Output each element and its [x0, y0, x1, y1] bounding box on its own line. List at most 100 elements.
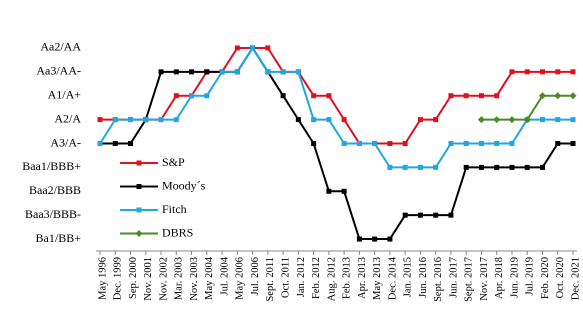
marker [326, 117, 332, 123]
marker [189, 69, 195, 75]
x-tick-label: Feb. 2012 [311, 257, 322, 299]
marker [280, 93, 286, 99]
legend-label: S&P [162, 155, 185, 169]
marker [524, 164, 530, 170]
x-tick-label: Dec. 2021 [570, 257, 581, 300]
x-tick-label: May 2004 [204, 256, 215, 300]
marker [234, 69, 240, 75]
marker [555, 141, 561, 146]
marker [356, 141, 362, 146]
x-tick-label: Mar. 2003 [174, 257, 185, 300]
marker [417, 117, 423, 123]
marker [112, 117, 118, 123]
x-tick-label: Jun. 2017 [448, 257, 459, 298]
marker [433, 164, 439, 170]
marker [478, 141, 484, 146]
marker [128, 141, 134, 146]
marker [128, 117, 134, 123]
x-tick-label: Sept. 2016 [433, 257, 444, 302]
y-tick-label: Aa2/AA [40, 40, 81, 54]
marker [311, 117, 317, 123]
marker [539, 117, 545, 123]
y-tick-label: Aa3/AA- [36, 64, 81, 78]
marker [433, 212, 439, 218]
marker [523, 116, 531, 124]
marker [219, 69, 225, 75]
x-tick-label: Nov. 2017 [479, 257, 490, 301]
y-tick-label: Ba1/BB+ [36, 231, 82, 245]
legend-marker [135, 230, 143, 237]
marker [173, 117, 179, 123]
legend-marker [136, 184, 142, 189]
marker [295, 117, 301, 123]
marker [463, 93, 469, 99]
marker [569, 92, 577, 100]
y-tick-label: A2/A [54, 111, 81, 125]
x-tick-label: May 2006 [235, 257, 246, 300]
marker [494, 93, 500, 99]
x-tick-label: Feb. 2013 [342, 257, 353, 299]
x-tick-label: Sept. 2017 [464, 257, 475, 302]
x-tick-label: Nov. 2002 [158, 257, 169, 301]
marker [509, 141, 515, 146]
marker [509, 164, 515, 170]
marker [97, 117, 103, 123]
marker [417, 164, 423, 170]
marker [570, 69, 576, 75]
marker [539, 164, 545, 170]
legend-marker [136, 207, 142, 213]
x-tick-label: Jul. 2019 [525, 257, 536, 296]
marker [356, 236, 362, 242]
marker [204, 69, 210, 75]
marker [417, 212, 423, 218]
marker [539, 69, 545, 75]
marker [387, 164, 393, 170]
x-tick-label: Jan. 2015 [403, 257, 414, 297]
marker [448, 141, 454, 146]
legend-label: Fitch [162, 202, 187, 216]
marker [280, 69, 286, 75]
y-tick-label: A3/A- [50, 135, 81, 149]
marker [433, 117, 439, 123]
marker [173, 69, 179, 75]
series-line [100, 46, 573, 145]
marker [555, 69, 561, 75]
x-tick-label: Dec. 2014 [387, 256, 398, 300]
marker [524, 69, 530, 75]
marker [326, 93, 332, 99]
marker [341, 117, 347, 123]
x-tick-label: Apr. 2013 [357, 257, 368, 299]
marker [570, 141, 576, 146]
legend-marker [136, 160, 142, 166]
marker [112, 141, 118, 146]
x-tick-label: Oct. 2011 [281, 257, 292, 298]
marker [478, 164, 484, 170]
marker [341, 141, 347, 146]
y-tick-label: Baa1/BBB+ [22, 159, 81, 173]
marker [494, 164, 500, 170]
x-tick-label: Jan. 2012 [296, 257, 307, 297]
x-tick-label: Apr. 2018 [494, 257, 505, 299]
marker [555, 117, 561, 123]
marker [204, 93, 210, 99]
marker [463, 141, 469, 146]
legend-label: DBRS [162, 225, 193, 239]
series-line [481, 94, 573, 121]
x-tick-label: Jun. 2019 [509, 257, 520, 298]
marker [538, 92, 546, 100]
y-tick-label: Baa2/BBB [29, 183, 81, 197]
marker [158, 69, 164, 75]
x-tick-label: Sept. 2011 [265, 257, 276, 302]
y-tick-label: Baa3/BBB- [25, 207, 81, 221]
x-tick-label: Jul. 2004 [219, 256, 230, 295]
marker [372, 236, 378, 242]
marker [265, 69, 271, 75]
marker [189, 93, 195, 99]
marker [250, 45, 256, 51]
x-tick-label: May 1996 [97, 257, 108, 300]
marker [173, 93, 179, 99]
series-line [100, 46, 573, 241]
x-tick-label: Aug. 2012 [326, 257, 337, 301]
marker [341, 188, 347, 194]
